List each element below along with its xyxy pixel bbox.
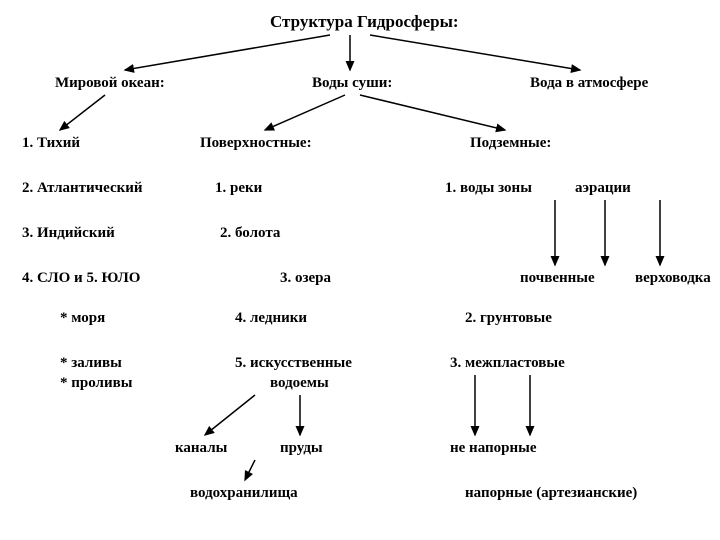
ground-3: 3. межпластовые — [450, 355, 565, 372]
surface-3: 3. озера — [280, 270, 331, 287]
node-ocean: Мировой океан: — [55, 75, 165, 92]
ocean-2: 2. Атлантический — [22, 180, 143, 197]
ocean-bays: * заливы — [60, 355, 122, 372]
surface-5a: 5. искусственные — [235, 355, 352, 372]
ground-s1: почвенные — [520, 270, 595, 287]
surface-2: 2. болота — [220, 225, 280, 242]
ground-1a: 1. воды зоны — [445, 180, 532, 197]
ocean-4: 4. СЛО и 5. ЮЛО — [22, 270, 140, 287]
surface-1: 1. реки — [215, 180, 262, 197]
ground-p2: напорные (артезианские) — [465, 485, 637, 502]
ground-p1: не напорные — [450, 440, 537, 457]
ocean-1: 1. Тихий — [22, 135, 80, 152]
ocean-3: 3. Индийский — [22, 225, 115, 242]
surface-4: 4. ледники — [235, 310, 307, 327]
ground-1b: аэрации — [575, 180, 631, 197]
ocean-straits: * проливы — [60, 375, 132, 392]
ocean-seas: * моря — [60, 310, 105, 327]
surface-header: Поверхностные: — [200, 135, 312, 152]
surface-sub2: пруды — [280, 440, 323, 457]
diagram-title: Структура Гидросферы: — [270, 12, 459, 32]
surface-sub1: каналы — [175, 440, 227, 457]
node-atmo: Вода в атмосфере — [530, 75, 648, 92]
node-land: Воды суши: — [312, 75, 392, 92]
surface-5b: водоемы — [270, 375, 329, 392]
surface-sub3: водохранилища — [190, 485, 298, 502]
ground-s2: верховодка — [635, 270, 711, 287]
ground-2: 2. грунтовые — [465, 310, 552, 327]
ground-header: Подземные: — [470, 135, 551, 152]
